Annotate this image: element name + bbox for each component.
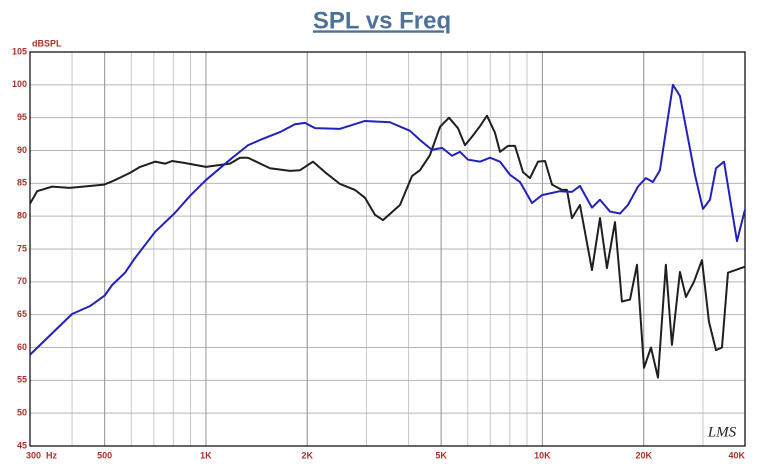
x-tick-label: 5K (435, 450, 447, 460)
series-line (29, 83, 746, 356)
y-tick-label: 60 (17, 342, 27, 352)
y-tick-label: 100 (12, 79, 27, 89)
x-tick-label: 2K (301, 450, 313, 460)
y-tick-label: 80 (17, 211, 27, 221)
y-tick-label: 90 (17, 145, 27, 155)
chart-title: SPL vs Freq (313, 7, 451, 34)
x-tick-label: 500 (97, 450, 112, 460)
y-axis-label: dBSPL (32, 38, 62, 48)
x-tick-label: 40K (728, 450, 745, 460)
x-tick-label: 10K (534, 450, 551, 460)
y-tick-label: 50 (17, 408, 27, 418)
y-tick-label: 105 (12, 46, 27, 56)
series-line (29, 114, 746, 379)
y-tick-label: 45 (17, 440, 27, 450)
x-tick-label: 20K (635, 450, 652, 460)
y-tick-label: 70 (17, 276, 27, 286)
y-tick-label: 95 (17, 112, 27, 122)
y-tick-label: 75 (17, 243, 27, 253)
watermark: LMS (707, 424, 737, 440)
y-tick-label: 55 (17, 375, 27, 385)
plot-frame (29, 51, 746, 447)
x-tick-label: 1K (200, 450, 212, 460)
y-tick-label: 65 (17, 309, 27, 319)
y-tick-label: 85 (17, 178, 27, 188)
x-tick-label: 300 Hz (26, 450, 58, 460)
